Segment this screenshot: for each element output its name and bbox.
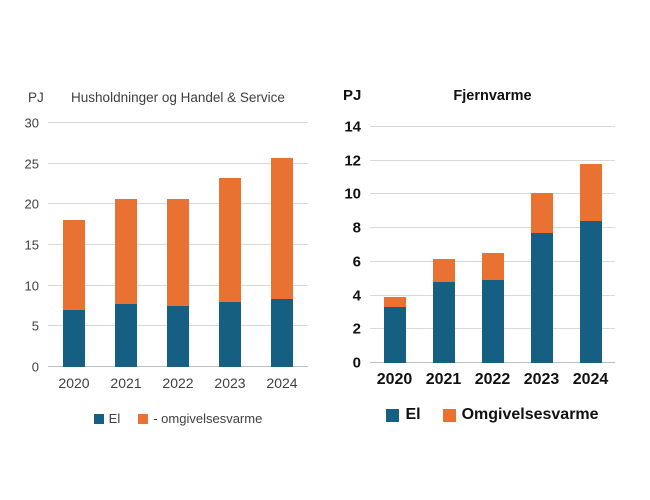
- bar-segment: [115, 304, 137, 367]
- bar-segment: [63, 219, 85, 311]
- chart-fjernvarme: PJ Fjernvarme 0 2 4 6 8 10 12 14 2020 2021 2022 202…: [325, 85, 650, 455]
- x-category-label: 2023: [214, 375, 246, 391]
- bar-segment: [481, 253, 504, 281]
- legend-swatch: [386, 408, 400, 422]
- y-axis-unit-label: PJ: [343, 87, 362, 104]
- y-tick-label: 0: [352, 354, 361, 372]
- x-category-label: 2020: [58, 375, 90, 391]
- chart-title: Fjernvarme: [453, 88, 532, 104]
- y-tick-label: 14: [344, 118, 361, 136]
- x-category-label: 2021: [425, 371, 462, 388]
- legend-item: Omgivelsesvarme: [442, 406, 599, 423]
- bar-segment: [63, 310, 85, 367]
- y-tick-label: 5: [31, 318, 39, 334]
- legend-item: El: [386, 406, 421, 423]
- bar-segment: [579, 221, 602, 363]
- bar-segment: [219, 177, 241, 302]
- gridline: [370, 227, 615, 229]
- y-tick-label: 12: [344, 152, 361, 170]
- x-category-label: 2020: [376, 371, 413, 388]
- gridline: [370, 126, 615, 127]
- legend-item: El: [93, 411, 121, 426]
- x-category-label: 2022: [474, 371, 511, 388]
- x-category-label: 2023: [523, 371, 560, 388]
- x-category-label: 2024: [572, 371, 609, 388]
- bar-segment: [432, 258, 455, 283]
- bar-segment: [432, 282, 455, 363]
- chart-title: Husholdninger og Handel & Service: [71, 90, 285, 105]
- y-tick-label: 10: [24, 278, 39, 294]
- y-tick-label: 2: [352, 320, 361, 338]
- legend-label: El: [108, 411, 121, 426]
- gridline: [370, 193, 615, 195]
- y-tick-label: 8: [352, 219, 361, 237]
- bar-segment: [579, 164, 602, 222]
- x-category-label: 2024: [266, 375, 298, 391]
- legend-label: - omgivelsesvarme: [153, 411, 263, 426]
- plot-area: 0 2 4 6 8 10 12 14 2020 2021 2022 2023 2024: [344, 120, 615, 388]
- legend-swatch: [93, 413, 104, 424]
- bar-segment: [219, 301, 241, 367]
- bar-segment: [271, 298, 293, 367]
- gridline: [48, 162, 308, 164]
- y-tick-label: 6: [352, 253, 361, 271]
- y-tick-label: 25: [24, 156, 39, 172]
- gridline: [370, 159, 615, 161]
- gridline: [48, 122, 308, 123]
- legend-label: Omgivelsesvarme: [461, 406, 599, 423]
- bar-segment: [530, 192, 553, 234]
- x-category-label: 2022: [162, 375, 194, 391]
- legend-swatch: [442, 408, 456, 422]
- x-axis-labels: 2020 2021 2022 2023 2024: [370, 363, 615, 388]
- y-tick-label: 0: [31, 359, 39, 375]
- bar-segment: [167, 306, 189, 367]
- x-category-label: 2021: [110, 375, 142, 391]
- bar-segment: [167, 198, 189, 306]
- y-axis-unit-label: PJ: [28, 90, 44, 105]
- x-axis-labels: 2020 2021 2022 2023 2024: [48, 367, 308, 391]
- legend-label: El: [405, 406, 421, 423]
- legend-item: - omgivelsesvarme: [138, 412, 262, 425]
- bar-segment: [481, 280, 504, 363]
- plot-area: 0 5 10 15 20 25 30 2020 2021 2022 2023 2024: [25, 117, 308, 390]
- bar-segment: [115, 198, 137, 305]
- bar-segment: [383, 297, 406, 308]
- chart-legend: El Omgivelsesvarme: [370, 407, 615, 423]
- y-tick-label: 10: [344, 185, 361, 203]
- chart-legend: El - omgivelsesvarme: [48, 412, 308, 425]
- y-tick-label: 20: [24, 196, 39, 212]
- legend-swatch: [138, 413, 149, 424]
- y-tick-label: 15: [24, 237, 39, 253]
- bar-segment: [271, 157, 293, 299]
- y-tick-label: 30: [24, 115, 39, 131]
- y-tick-label: 4: [352, 287, 361, 305]
- bar-segment: [383, 307, 406, 363]
- bar-segment: [530, 233, 553, 363]
- chart-husholdninger: PJ Husholdninger og Handel & Service 0 5 1…: [0, 85, 325, 455]
